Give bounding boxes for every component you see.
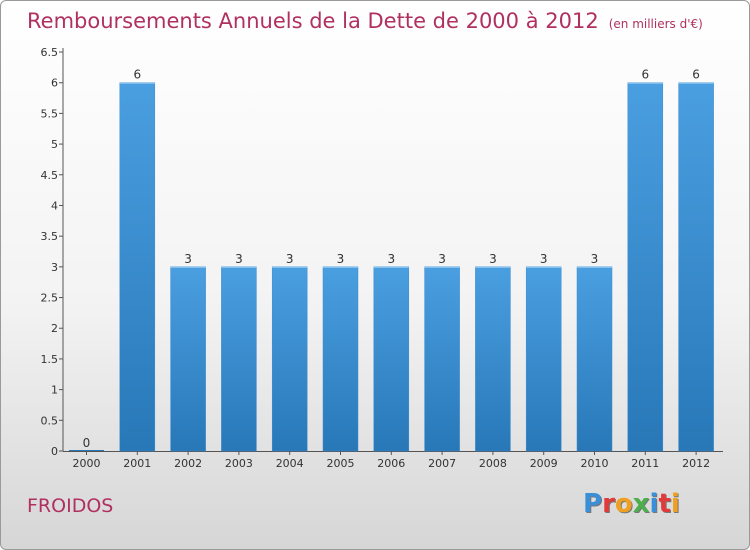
x-tick-label: 2010 (581, 457, 609, 470)
x-tick-label: 2002 (174, 457, 202, 470)
x-tick-label: 2005 (327, 457, 355, 470)
data-label: 6 (692, 68, 700, 82)
x-tick-label: 2006 (377, 457, 405, 470)
logo-letter: i (649, 489, 659, 519)
y-tick-label: 1.5 (41, 353, 59, 366)
title-text: Remboursements Annuels de la Dette de 20… (27, 9, 599, 33)
bar (475, 266, 511, 452)
chart-title: Remboursements Annuels de la Dette de 20… (27, 9, 703, 33)
data-label: 3 (235, 252, 243, 266)
y-tick-label: 6.5 (41, 46, 59, 59)
data-label: 3 (540, 252, 548, 266)
bar (271, 266, 308, 452)
logo-letter: r (602, 489, 615, 519)
y-tick-label: 4.5 (41, 169, 59, 182)
data-label: 0 (83, 436, 91, 450)
unit-label: (en milliers d'€) (608, 17, 703, 31)
x-tick-label: 2007 (428, 457, 456, 470)
data-label: 3 (184, 252, 192, 266)
bar (678, 82, 714, 452)
bar (424, 266, 460, 452)
bar (322, 266, 359, 452)
x-tick-label: 2004 (276, 457, 304, 470)
bar (627, 82, 664, 452)
bar (69, 450, 104, 451)
bar (221, 266, 257, 452)
y-tick-label: 0.5 (41, 414, 59, 427)
data-label: 3 (286, 252, 294, 266)
y-tick-label: 4 (51, 199, 58, 212)
x-tick-label: 2000 (73, 457, 101, 470)
logo-letter: i (670, 489, 680, 519)
bar (373, 266, 410, 452)
data-label: 3 (438, 252, 446, 266)
proxiti-logo[interactable]: Proxiti (583, 489, 680, 519)
logo-letter: x (632, 489, 650, 519)
x-tick-label: 2008 (479, 457, 507, 470)
data-label: 3 (337, 252, 345, 266)
commune-name: FROIDOS (27, 495, 114, 517)
logo-letter: P (583, 489, 603, 519)
bar (576, 266, 613, 452)
data-label: 6 (133, 68, 141, 82)
data-label: 3 (387, 252, 395, 266)
x-tick-label: 2012 (682, 457, 710, 470)
plot-area: 0 0.5 1 1.5 2 2.5 3 3.5 4 4.5 5 5.5 6 6.5 0 2000 6 2001 3 2… (41, 46, 723, 470)
y-tick-label: 1 (51, 384, 58, 397)
y-tick-label: 0 (51, 445, 58, 458)
x-tick-label: 2001 (123, 457, 151, 470)
data-label: 3 (591, 252, 599, 266)
y-tick-label: 2 (51, 322, 58, 335)
data-label: 6 (641, 68, 649, 82)
y-tick-label: 6 (51, 77, 58, 90)
y-tick-label: 3 (51, 261, 58, 274)
x-tick-label: 2003 (225, 457, 253, 470)
data-label: 3 (489, 252, 497, 266)
y-tick-label: 3.5 (41, 230, 59, 243)
logo-letter: o (614, 489, 633, 519)
bar (525, 266, 562, 452)
y-tick-label: 5 (51, 138, 58, 151)
y-tick-label: 5.5 (41, 107, 59, 120)
logo-letter: t (658, 489, 671, 519)
x-tick-label: 2011 (631, 457, 659, 470)
bar (119, 82, 156, 452)
x-tick-label: 2009 (530, 457, 558, 470)
bar (170, 266, 206, 452)
y-tick-label: 2.5 (41, 292, 59, 305)
